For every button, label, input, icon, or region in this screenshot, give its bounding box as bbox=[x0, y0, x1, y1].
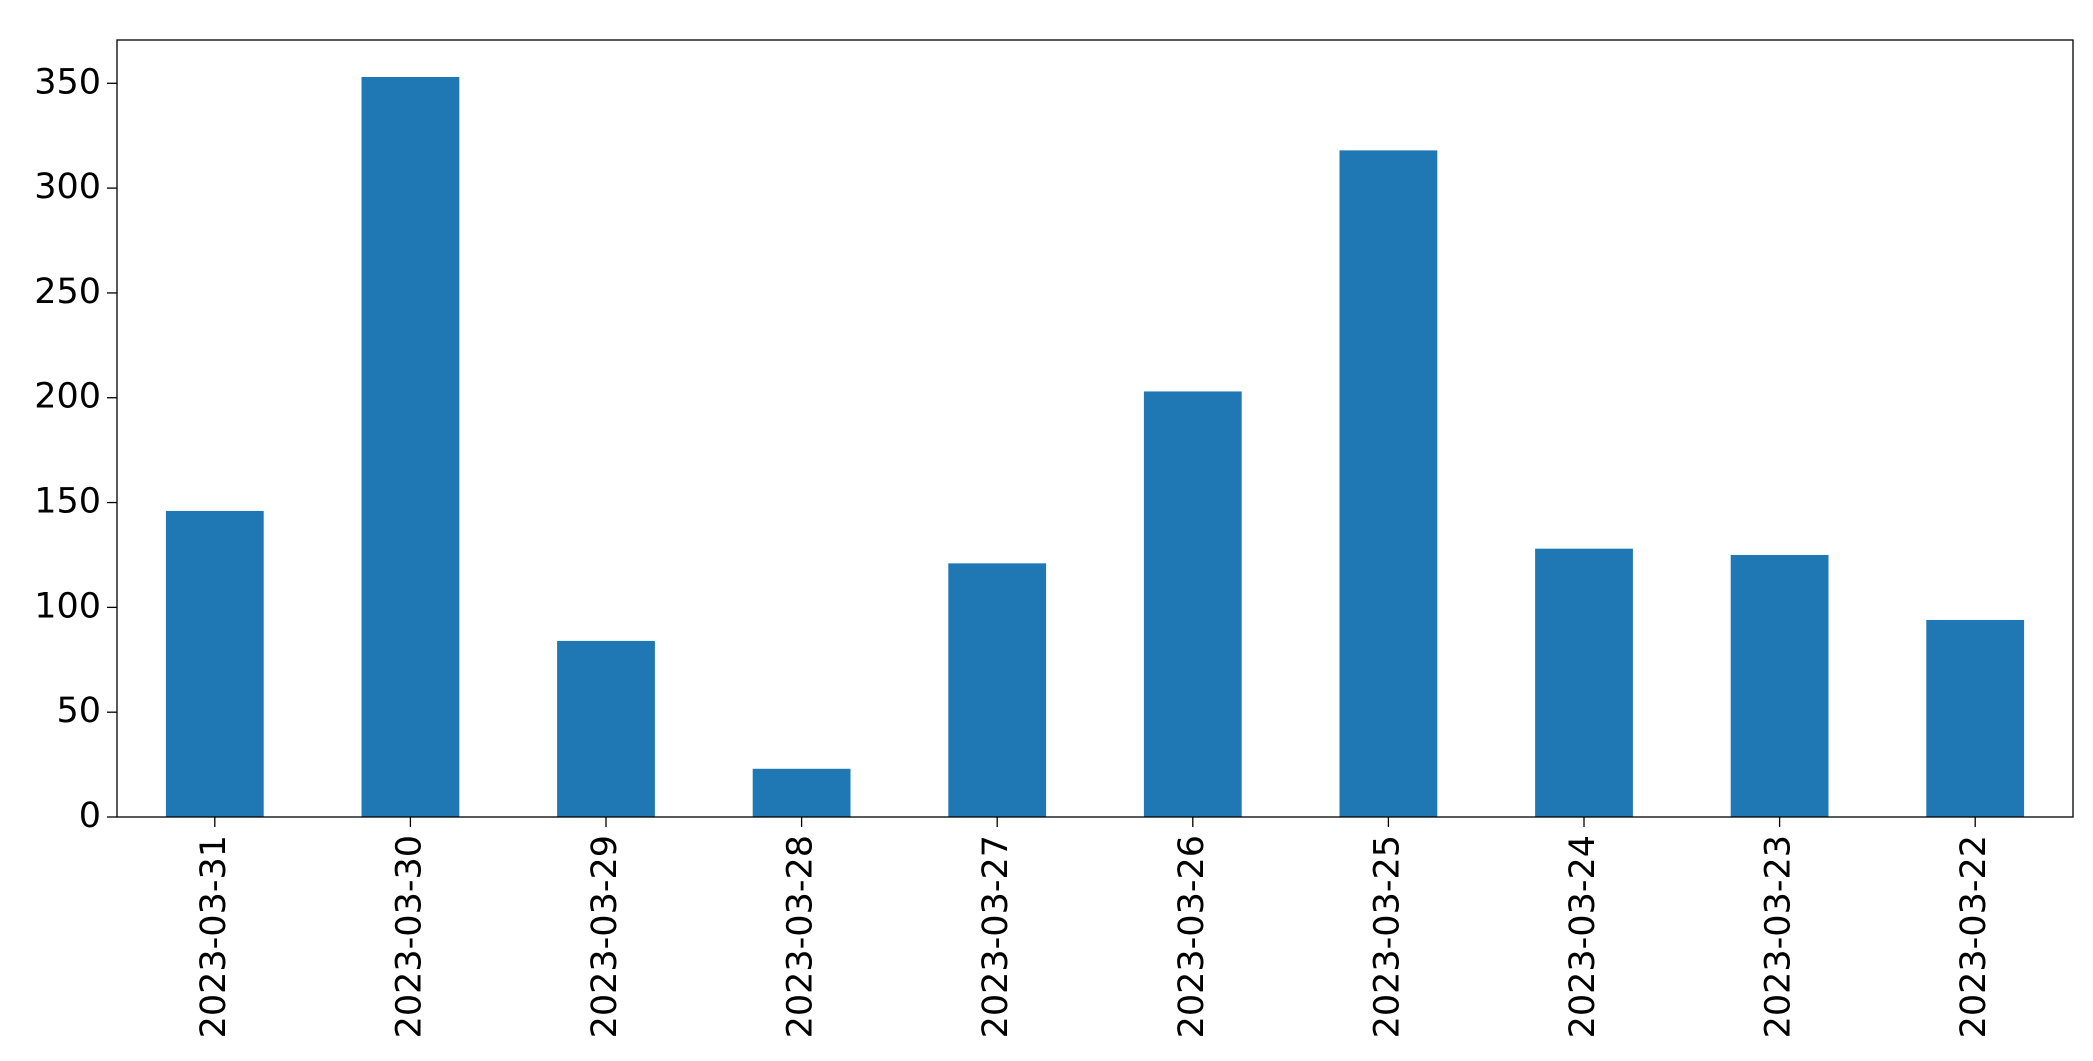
x-tick-label: 2023-03-28 bbox=[781, 835, 821, 1038]
x-tick-label: 2023-03-24 bbox=[1563, 835, 1603, 1038]
y-tick-label: 150 bbox=[34, 482, 101, 522]
bar bbox=[1730, 554, 1829, 817]
bar bbox=[1143, 391, 1242, 817]
bar bbox=[1339, 150, 1438, 818]
y-tick-label: 100 bbox=[34, 586, 101, 626]
y-tick-label: 300 bbox=[34, 167, 101, 207]
y-tick-label: 350 bbox=[34, 62, 101, 102]
x-tick-label: 2023-03-23 bbox=[1759, 835, 1799, 1038]
x-tick-label: 2023-03-25 bbox=[1367, 835, 1407, 1038]
bar bbox=[557, 640, 655, 817]
x-tick-label: 2023-03-26 bbox=[1172, 835, 1212, 1038]
bar bbox=[752, 768, 851, 817]
bar bbox=[948, 563, 1047, 817]
y-tick-label: 250 bbox=[34, 272, 101, 312]
y-tick-label: 200 bbox=[34, 377, 101, 417]
y-tick-label: 0 bbox=[79, 796, 101, 836]
bar bbox=[1926, 619, 2025, 817]
x-tick-label: 2023-03-31 bbox=[194, 835, 234, 1038]
y-tick-label: 50 bbox=[56, 691, 101, 731]
bar bbox=[361, 77, 460, 817]
plot-frame bbox=[116, 39, 2074, 818]
x-tick-label: 2023-03-29 bbox=[585, 835, 625, 1038]
x-tick-label: 2023-03-30 bbox=[389, 835, 429, 1038]
bar bbox=[165, 510, 264, 817]
x-tick-label: 2023-03-27 bbox=[976, 835, 1016, 1038]
x-tick-label: 2023-03-22 bbox=[1954, 835, 1994, 1038]
bar bbox=[1535, 548, 1633, 817]
